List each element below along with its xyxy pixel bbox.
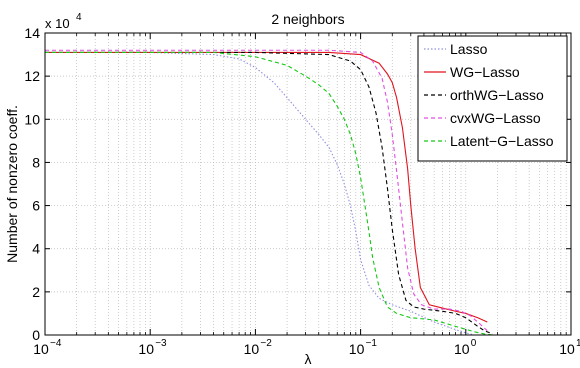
- series-line-3: [45, 49, 488, 332]
- plot-frame: [44, 32, 572, 336]
- x-tick-exponent: 0: [471, 338, 477, 349]
- legend-label-4: Latent−G−Lasso: [450, 133, 554, 149]
- chart-title: 2 neighbors: [271, 11, 344, 27]
- grid: [45, 33, 571, 335]
- x-tick-label: 10: [138, 341, 154, 357]
- x-tick-exponent: −2: [260, 338, 272, 349]
- legend-label-1: WG−Lasso: [450, 64, 520, 80]
- y-tick-label: 6: [32, 198, 40, 214]
- y-tick-label: 0: [32, 327, 40, 343]
- x-tick-exponent: 1: [576, 338, 580, 349]
- legend-label-3: cvxWG−Lasso: [450, 110, 541, 126]
- series-line-1: [45, 51, 488, 323]
- x-tick-label: 10: [559, 341, 575, 357]
- y-multiplier-exponent: 4: [76, 12, 82, 23]
- legend-label-0: Lasso: [450, 41, 488, 57]
- y-axis-label: Number of nonzero coeff.: [4, 105, 20, 263]
- x-tick-exponent: −3: [155, 338, 167, 349]
- x-tick-label: 10: [33, 341, 49, 357]
- y-multiplier: x 10 4: [45, 12, 82, 31]
- x-tick-label: 10: [244, 341, 260, 357]
- series-line-0: [45, 51, 475, 336]
- y-tick-label: 10: [24, 111, 40, 127]
- x-tick-label: 10: [454, 341, 470, 357]
- y-tick-label: 14: [24, 25, 40, 41]
- x-axis-label: λ: [305, 351, 312, 367]
- legend-box: [417, 35, 568, 162]
- x-tick-exponent: −4: [50, 338, 62, 349]
- x-tick-exponent: −1: [366, 338, 378, 349]
- legend-label-2: orthWG−Lasso: [450, 87, 544, 103]
- y-tick-label: 12: [24, 68, 40, 84]
- y-tick-label: 2: [32, 284, 40, 300]
- y-tick-label: 8: [32, 154, 40, 170]
- y-tick-label: 4: [32, 241, 40, 257]
- y-multiplier-label: x 10: [45, 16, 70, 31]
- series-layer: [45, 49, 493, 336]
- x-tick-label: 10: [349, 341, 365, 357]
- legend: Lasso WG−Lasso orthWG−Lasso cvxWG−Lasso Late…: [417, 35, 568, 162]
- series-line-2: [45, 51, 493, 335]
